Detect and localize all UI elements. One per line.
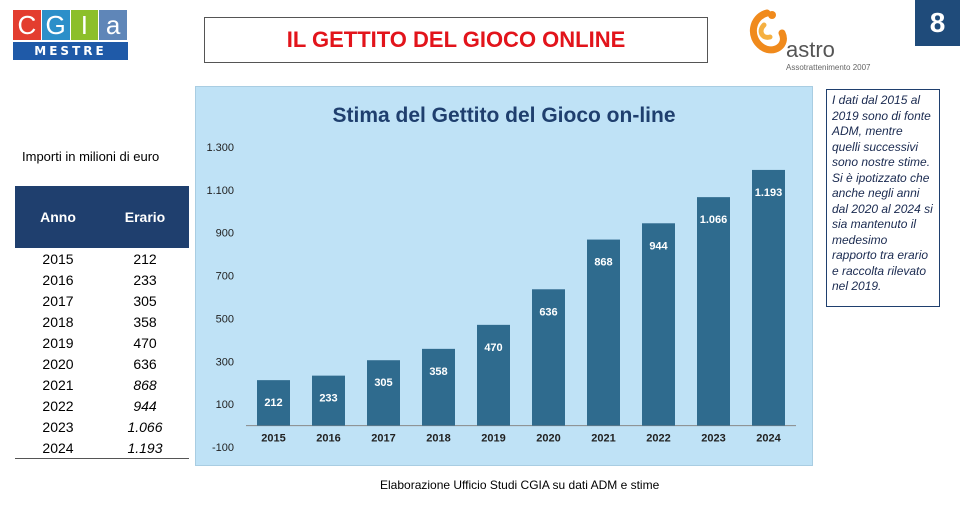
astro-logo: astro Assotrattenimento 2007 (742, 5, 892, 75)
cell-year: 2017 (42, 292, 74, 309)
bar (532, 289, 565, 426)
logo-letter: C (13, 10, 41, 40)
y-tick-label: 500 (216, 313, 234, 325)
cell-year: 2020 (42, 355, 74, 372)
cell-value: 233 (133, 271, 157, 288)
x-tick-label: 2020 (536, 433, 560, 445)
cell-year: 2024 (42, 439, 74, 456)
chart-title: Stima del Gettito del Gioco on-line (332, 104, 675, 127)
cell-year: 2023 (42, 418, 74, 435)
table-row: 2016 233 (15, 269, 189, 290)
cell-year: 2021 (42, 376, 74, 393)
y-tick-label: -100 (212, 442, 234, 454)
y-tick-label: 700 (216, 271, 234, 283)
column-header-value: Erario (124, 209, 166, 225)
table-row: 2023 1.066 (15, 416, 189, 437)
y-tick-label: 1.100 (206, 185, 234, 197)
partner-tag: Assotrattenimento 2007 (786, 63, 871, 72)
table-header: Anno Erario (15, 186, 189, 248)
logo-letter: a (99, 10, 127, 40)
bar-value-label: 212 (264, 397, 282, 409)
y-tick-label: 300 (216, 356, 234, 368)
partner-name: astro (786, 37, 835, 62)
x-tick-label: 2015 (261, 433, 285, 445)
logo-subtitle: MESTRE (13, 42, 128, 60)
bar-value-label: 636 (539, 306, 557, 318)
table-row: 2021 868 (15, 374, 189, 395)
cell-value: 868 (133, 376, 157, 393)
table-row: 2020 636 (15, 353, 189, 374)
cell-value: 470 (133, 334, 157, 351)
bar (477, 324, 510, 426)
logo-letter: G (41, 10, 70, 40)
chart-panel: Stima del Gettito del Gioco on-line -100… (195, 86, 813, 466)
data-table: Anno Erario 2015 212 2016 233 2017 305 2018… (15, 186, 189, 459)
table-row: 2022 944 (15, 395, 189, 416)
x-tick-label: 2023 (701, 433, 725, 445)
bar (257, 380, 290, 426)
logo-letter: I (70, 10, 99, 40)
bar-value-label: 944 (649, 240, 668, 252)
bar (367, 360, 400, 426)
x-tick-label: 2024 (756, 433, 781, 445)
x-tick-label: 2019 (481, 433, 505, 445)
table-row: 2017 305 (15, 290, 189, 311)
units-note: Importi in milioni di euro (22, 149, 160, 164)
bar-value-label: 305 (374, 377, 392, 389)
cell-year: 2018 (42, 313, 74, 330)
bar-value-label: 1.193 (755, 187, 783, 199)
bar-value-label: 868 (594, 257, 612, 269)
x-tick-label: 2017 (371, 433, 395, 445)
table-row: 2018 358 (15, 311, 189, 332)
x-tick-label: 2018 (426, 433, 450, 445)
cell-value: 358 (133, 313, 157, 330)
bar-chart: Stima del Gettito del Gioco on-line -100… (206, 104, 796, 454)
cell-year: 2022 (42, 397, 74, 414)
bar (752, 169, 785, 426)
y-tick-label: 1.300 (206, 142, 234, 154)
bar (697, 197, 730, 426)
bar (587, 239, 620, 426)
cell-year: 2016 (42, 271, 74, 288)
x-tick-label: 2022 (646, 433, 670, 445)
table-row: 2019 470 (15, 332, 189, 353)
bar (422, 348, 455, 426)
cgia-logo: C G I a MESTRE (13, 10, 128, 64)
methodology-note: I dati dal 2015 al 2019 sono di fonte AD… (826, 89, 940, 307)
cell-value: 636 (133, 355, 157, 372)
cell-value: 1.193 (127, 439, 163, 456)
bar-value-label: 1.066 (700, 214, 728, 226)
x-tick-label: 2021 (591, 433, 615, 445)
page-number: 8 (915, 0, 960, 46)
cell-value: 305 (133, 292, 157, 309)
bar (312, 375, 345, 426)
x-tick-label: 2016 (316, 433, 340, 445)
bar (642, 223, 675, 426)
page-title: IL GETTITO DEL GIOCO ONLINE (204, 17, 708, 63)
column-header-year: Anno (40, 209, 76, 225)
bar-value-label: 470 (484, 342, 502, 354)
table-row: 2024 1.193 (15, 437, 189, 459)
astro-swirl-icon (749, 9, 787, 54)
cell-value: 212 (133, 250, 157, 267)
y-tick-label: 900 (216, 228, 234, 240)
cell-year: 2019 (42, 334, 74, 351)
source-note: Elaborazione Ufficio Studi CGIA su dati … (380, 478, 660, 492)
bar-value-label: 358 (429, 366, 447, 378)
table-row: 2015 212 (15, 248, 189, 269)
cell-value: 944 (133, 397, 157, 414)
bar-value-label: 233 (319, 393, 337, 405)
cell-year: 2015 (42, 250, 74, 267)
y-tick-label: 100 (216, 399, 234, 411)
cell-value: 1.066 (127, 418, 163, 435)
